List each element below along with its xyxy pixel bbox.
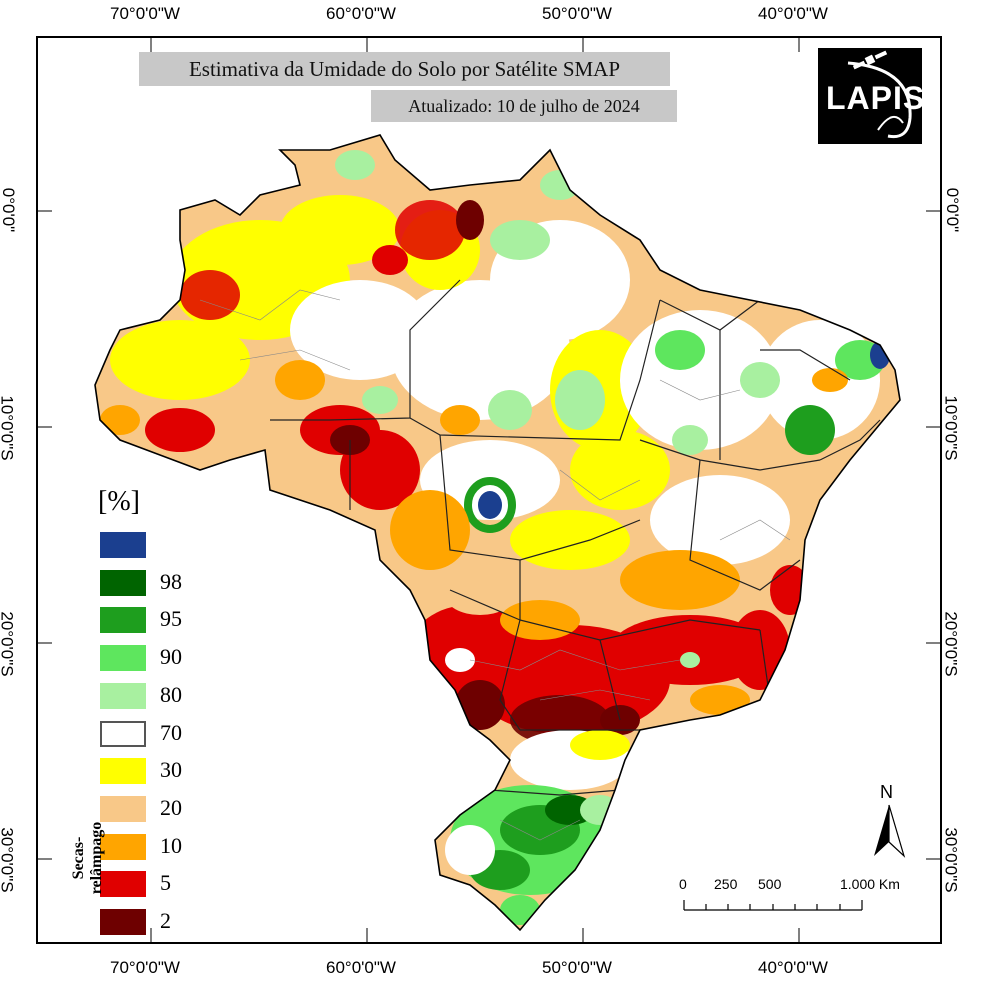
- latitude-label-left: 30°0'0"S: [0, 827, 17, 893]
- logo-text: LAPIS: [826, 80, 926, 116]
- latitude-label-right: 20°0'0"S: [941, 611, 961, 677]
- brazil-moisture-field: [95, 135, 900, 930]
- legend-label: 80: [160, 682, 182, 707]
- longitude-label-bottom: 60°0'0"W: [326, 958, 396, 977]
- scale-label: 250: [714, 876, 738, 892]
- soil-moisture-map: [38, 38, 940, 942]
- north-arrow-icon: [874, 804, 906, 858]
- legend-side-label: Secas-relâmpago: [70, 821, 105, 895]
- map-title: Estimativa da Umidade do Solo por Satéli…: [139, 52, 670, 86]
- legend-swatch: [100, 645, 146, 671]
- legend-swatch: [100, 871, 146, 897]
- legend-label: 90: [160, 644, 182, 669]
- legend-swatch: [100, 683, 146, 709]
- north-label: N: [880, 782, 893, 802]
- latitude-label-left: 0°0'0": [0, 187, 19, 233]
- latitude-label-right: 10°0'0"S: [941, 395, 961, 461]
- legend-unit: [%]: [98, 486, 140, 517]
- legend-label: 5: [160, 870, 171, 895]
- latitude-label-left: 20°0'0"S: [0, 611, 17, 677]
- latitude-label-left: 10°0'0"S: [0, 395, 17, 461]
- longitude-label-bottom: 70°0'0"W: [110, 958, 180, 977]
- legend-label: 20: [160, 795, 182, 820]
- legend-label: 30: [160, 757, 182, 782]
- legend-swatch: [100, 570, 146, 596]
- graticule-lines: [38, 38, 940, 942]
- legend-swatch: [100, 532, 146, 558]
- legend-swatch: [100, 607, 146, 633]
- longitude-label-bottom: 50°0'0"W: [542, 958, 612, 977]
- map-frame: [36, 36, 942, 944]
- municipal-boundaries: [199, 289, 791, 841]
- longitude-label-bottom: 40°0'0"W: [758, 958, 828, 977]
- legend-label: 10: [160, 833, 182, 858]
- longitude-label-top: 40°0'0"W: [758, 4, 828, 23]
- longitude-label-top: 50°0'0"W: [542, 4, 612, 23]
- scale-bar: [683, 900, 863, 911]
- update-date: Atualizado: 10 de julho de 2024: [371, 90, 677, 122]
- legend-label: 95: [160, 606, 182, 631]
- scale-label: 500: [758, 876, 782, 892]
- latitude-label-right: 0°0'0": [943, 187, 963, 233]
- legend-swatch: [100, 721, 146, 747]
- legend-swatch: [100, 796, 146, 822]
- latitude-label-right: 30°0'0"S: [941, 827, 961, 893]
- legend-swatch: [100, 758, 146, 784]
- legend-swatch: [100, 834, 146, 860]
- legend-label: 70: [160, 720, 182, 745]
- longitude-label-top: 70°0'0"W: [110, 4, 180, 23]
- scale-label: 1.000 Km: [840, 876, 900, 892]
- longitude-label-top: 60°0'0"W: [326, 4, 396, 23]
- legend-label: 98: [160, 569, 182, 594]
- satellite-orbit-icon: [847, 50, 912, 139]
- lapis-logo: LAPIS: [818, 48, 926, 144]
- brazil-outline: [94, 134, 901, 932]
- legend-swatch: [100, 909, 146, 935]
- legend-label: 2: [160, 908, 171, 933]
- scale-label: 0: [679, 876, 687, 892]
